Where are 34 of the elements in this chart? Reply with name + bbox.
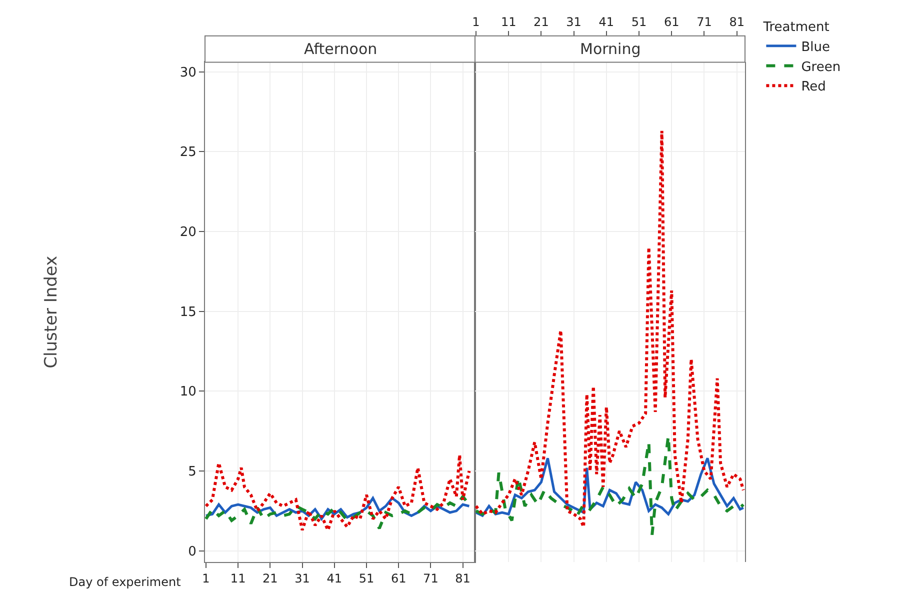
y-tick-label: 30	[180, 65, 196, 80]
x-tick-label: 31	[566, 15, 582, 30]
line-series	[205, 454, 471, 532]
legend-label: Red	[801, 80, 826, 95]
y-tick-label: 5	[188, 464, 196, 480]
x-tick-label: 41	[598, 15, 614, 30]
x-tick-label: 31	[294, 571, 310, 586]
x-tick-label: 61	[664, 15, 680, 30]
x-tick-label: 21	[262, 571, 278, 586]
x-tick-label: 11	[230, 571, 246, 586]
x-axis-title: Day of experiment	[69, 575, 182, 589]
x-tick-label: 1	[202, 571, 210, 586]
y-tick-label: 20	[180, 225, 196, 240]
x-tick-label: 51	[358, 571, 374, 586]
x-tick-label: 1	[472, 15, 480, 30]
legend-title: Treatment	[762, 20, 830, 35]
x-tick-label: 81	[729, 15, 744, 30]
x-tick-label: 71	[696, 15, 712, 30]
y-tick-label: 10	[180, 384, 196, 400]
x-tick-label: 41	[326, 571, 342, 586]
x-tick-label: 71	[423, 571, 438, 586]
x-tick-label: 61	[390, 571, 406, 586]
x-tick-label: 21	[534, 15, 549, 30]
x-tick-label: 81	[455, 571, 470, 586]
x-tick-label: 51	[631, 15, 647, 30]
chart-title: Morning	[580, 40, 641, 58]
y-tick-label: 0	[188, 544, 196, 560]
chart-title: Afternoon	[304, 40, 378, 58]
legend-label: Blue	[801, 40, 830, 55]
legend-label: Green	[801, 60, 841, 75]
y-axis-title: Cluster Index	[41, 256, 62, 368]
y-tick-label: 25	[180, 145, 196, 160]
y-tick-label: 15	[180, 304, 196, 320]
x-tick-label: 11	[500, 15, 516, 30]
